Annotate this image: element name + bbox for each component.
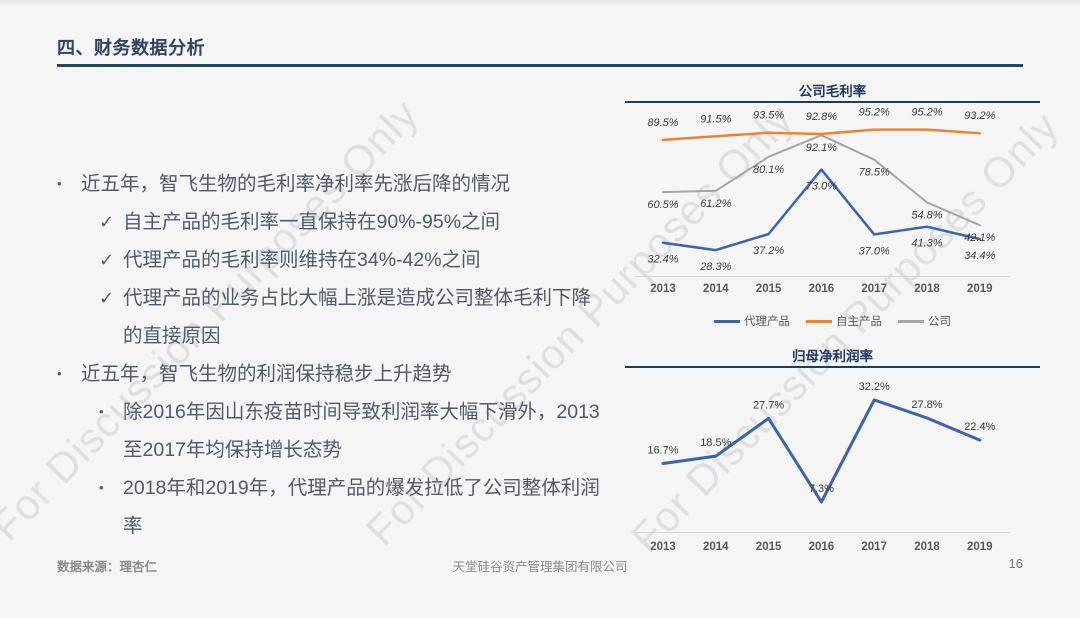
bullet-list: • 近五年，智飞生物的毛利率净利率先涨后降的情况 ✓ 自主产品的毛利率一直保持在90%… [57, 165, 602, 545]
data-label: 89.5% [647, 117, 678, 129]
bullet-item: ✓ 代理产品的毛利率则维持在34%-42%之间 [57, 241, 602, 279]
page-number: 16 [1008, 556, 1023, 571]
page-title: 四、财务数据分析 [57, 38, 205, 58]
bullet-text: 除2016年因山东疫苗时间导致利润率大幅下滑外，2013至2017年均保持增长态… [123, 401, 600, 461]
slide-top-edge [0, 0, 1080, 7]
data-label: 54.8% [911, 209, 942, 221]
legend-item: 代理产品 [714, 313, 790, 329]
x-axis-tick-label: 2019 [967, 541, 993, 553]
legend-label: 公司 [928, 316, 951, 328]
x-axis-tick-label: 2016 [808, 283, 835, 295]
legend-line-swatch [714, 319, 740, 323]
bullet-text: 2018年和2019年，代理产品的爆发拉低了公司整体利润率 [123, 477, 600, 537]
chart-legend: 代理产品 自主产品 公司 [625, 313, 1040, 329]
data-label: 80.1% [753, 164, 784, 176]
bullet-item: • 2018年和2019年，代理产品的爆发拉低了公司整体利润率 [57, 469, 602, 545]
data-label: 92.8% [806, 111, 837, 123]
data-label: 60.5% [647, 199, 678, 211]
x-axis-tick-label: 2019 [967, 283, 993, 295]
x-axis-tick-label: 2014 [703, 541, 729, 553]
series-line-归母净利润率 [661, 398, 982, 504]
data-label: 27.8% [911, 399, 942, 411]
data-source: 数据来源：理杏仁 [57, 560, 158, 574]
series-line-自主产品 [661, 128, 982, 142]
legend-line-swatch [898, 319, 924, 323]
x-axis-tick-label: 2013 [650, 283, 676, 295]
bullet-text: 代理产品的业务占比大幅上涨是造成公司整体毛利下降的直接原因 [123, 287, 592, 347]
data-label: 37.0% [859, 245, 890, 257]
check-icon: ✓ [99, 288, 115, 308]
data-label: 7.3% [809, 483, 834, 495]
bullet-item: ✓ 代理产品的业务占比大幅上涨是造成公司整体毛利下降的直接原因 [57, 279, 602, 355]
bullet-item: • 除2016年因山东疫苗时间导致利润率大幅下滑外，2013至2017年均保持增长… [57, 393, 602, 469]
x-axis-tick-label: 2018 [914, 541, 940, 553]
bullet-item: • 近五年，智飞生物的利润保持稳步上升趋势 [57, 355, 602, 393]
chart-net-margin: 归母净利润率 16.7% 18.5% 27.7% 7.3% 32.2% 27.8% 22.4… [625, 345, 1040, 560]
chart-title: 归母净利润率 [792, 349, 873, 364]
data-label: 92.1% [806, 142, 837, 154]
data-label: 93.5% [753, 110, 784, 122]
x-axis-tick-label: 2017 [861, 283, 887, 295]
net-margin-line-chart: 16.7% 18.5% 27.7% 7.3% 32.2% 27.8% 22.4% [647, 381, 996, 504]
data-label: 61.2% [700, 198, 731, 210]
bullet-dot-icon: • [57, 366, 62, 381]
legend-label: 自主产品 [836, 316, 882, 328]
series-line-代理产品 [661, 168, 982, 252]
title-underline [57, 64, 1023, 67]
data-label: 93.2% [964, 110, 995, 122]
bullet-item: ✓ 自主产品的毛利率一直保持在90%-95%之间 [57, 203, 602, 241]
legend-item: 公司 [898, 313, 951, 329]
bullet-text: 近五年，智飞生物的毛利率净利率先涨后降的情况 [81, 173, 511, 195]
bullet-text: 代理产品的毛利率则维持在34%-42%之间 [123, 249, 481, 271]
data-label: 27.7% [753, 399, 784, 411]
data-label: 32.4% [647, 254, 678, 266]
data-label: 73.0% [806, 181, 837, 193]
data-label: 78.5% [859, 167, 890, 179]
bullet-dot-icon: • [99, 404, 104, 419]
data-label: 95.2% [911, 107, 942, 119]
data-label: 16.7% [647, 445, 678, 457]
check-icon: ✓ [99, 250, 115, 270]
x-axis-labels: 2013 2014 2015 2016 2017 2018 2019 [625, 283, 1040, 299]
bullet-item: • 近五年，智飞生物的毛利率净利率先涨后降的情况 [57, 165, 602, 203]
data-label: 34.4% [964, 250, 995, 262]
chart-title-underline [625, 366, 1040, 368]
x-axis-labels: 2013 2014 2015 2016 2017 2018 2019 [625, 541, 1040, 557]
legend-label: 代理产品 [744, 316, 790, 328]
x-axis-tick-label: 2015 [755, 541, 782, 553]
x-axis-tick-label: 2013 [650, 541, 676, 553]
data-label: 95.2% [859, 107, 890, 119]
data-label: 32.2% [859, 381, 890, 393]
x-axis-line [635, 532, 1010, 533]
data-label: 18.5% [700, 437, 731, 449]
legend-line-swatch [806, 319, 832, 323]
chart-title: 公司毛利率 [798, 84, 867, 99]
data-label: 42.1% [964, 232, 995, 244]
bullet-dot-icon: • [99, 480, 104, 495]
x-axis-line [635, 276, 1010, 277]
x-axis-tick-label: 2016 [808, 541, 835, 553]
data-label: 91.5% [700, 113, 731, 125]
x-axis-tick-label: 2015 [755, 283, 782, 295]
check-icon: ✓ [99, 212, 115, 232]
chart-title-underline [625, 101, 1040, 103]
data-label: 41.3% [911, 238, 942, 250]
data-label: 37.2% [753, 245, 784, 257]
bullet-text: 自主产品的毛利率一直保持在90%-95%之间 [123, 211, 501, 233]
company-name: 天堂硅谷资产管理集团有限公司 [452, 560, 628, 574]
x-axis-tick-label: 2017 [861, 541, 887, 553]
x-axis-tick-label: 2014 [703, 283, 729, 295]
bullet-text: 近五年，智飞生物的利润保持稳步上升趋势 [81, 363, 452, 385]
x-axis-tick-label: 2018 [914, 283, 940, 295]
footer: 数据来源：理杏仁 天堂硅谷资产管理集团有限公司 16 [57, 556, 1023, 576]
gross-margin-line-chart: 32.4% 28.3% 37.2% 73.0% 37.0% 41.3% 34.4% 89.5%… [647, 107, 995, 274]
bullet-dot-icon: • [57, 176, 62, 191]
data-label: 22.4% [964, 421, 995, 433]
legend-item: 自主产品 [806, 313, 882, 329]
chart-gross-margin: 公司毛利率 32.4% 28.3% 37.2% 73.0% 37.0% 41.3% 34.4… [625, 80, 1040, 340]
data-label: 28.3% [699, 261, 731, 273]
